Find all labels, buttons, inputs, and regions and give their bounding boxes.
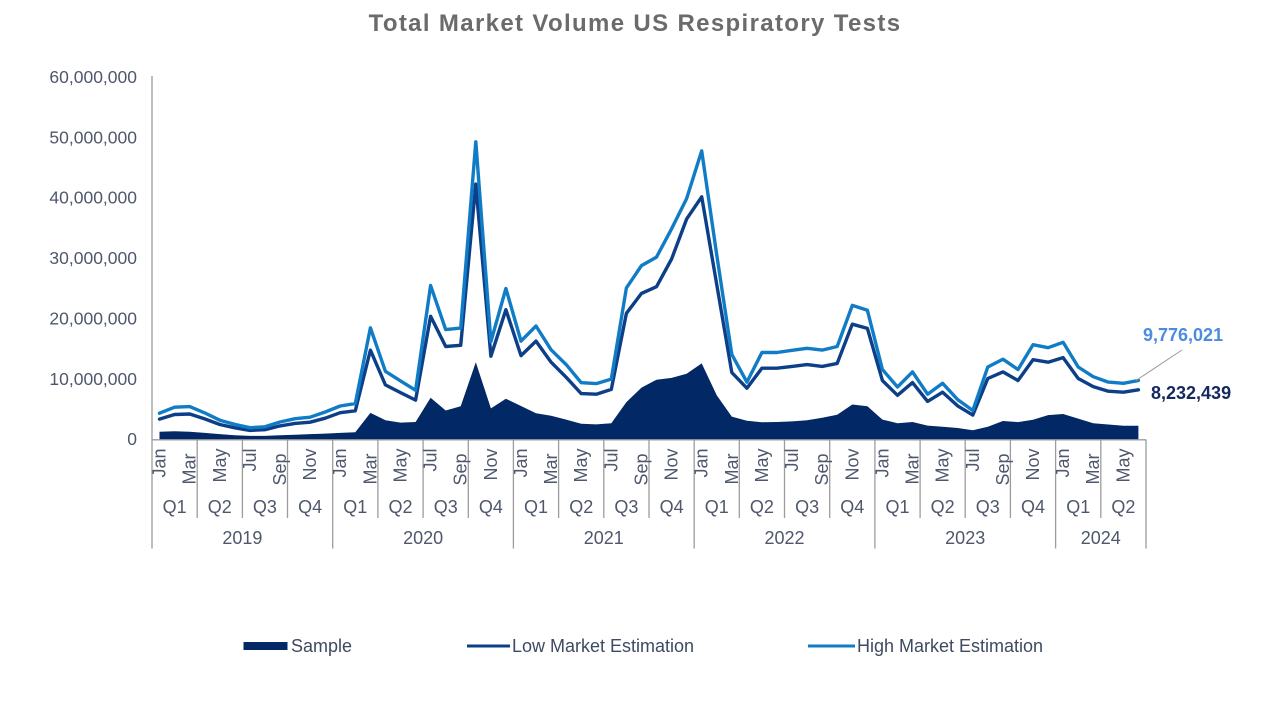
svg-text:Nov: Nov (300, 449, 320, 481)
svg-text:Sep: Sep (993, 454, 1013, 486)
svg-text:Jul: Jul (601, 449, 621, 472)
svg-text:Nov: Nov (1023, 449, 1043, 481)
svg-text:Q3: Q3 (976, 497, 1000, 517)
svg-text:50,000,000: 50,000,000 (49, 127, 137, 147)
svg-text:May: May (391, 449, 411, 483)
svg-text:2020: 2020 (403, 528, 443, 548)
svg-text:Sep: Sep (270, 454, 290, 486)
svg-text:May: May (1113, 449, 1133, 483)
svg-text:Q2: Q2 (931, 497, 955, 517)
svg-text:Q3: Q3 (434, 497, 458, 517)
svg-text:Jan: Jan (1053, 449, 1073, 478)
svg-text:Jul: Jul (240, 449, 260, 472)
svg-text:Jul: Jul (421, 449, 441, 472)
svg-text:Jan: Jan (692, 449, 712, 478)
svg-text:Q2: Q2 (388, 497, 412, 517)
svg-text:Jan: Jan (872, 449, 892, 478)
svg-text:0: 0 (127, 429, 137, 449)
svg-text:Sep: Sep (812, 454, 832, 486)
svg-text:Q2: Q2 (1111, 497, 1135, 517)
svg-text:Low Market Estimation: Low Market Estimation (512, 636, 694, 656)
svg-text:9,776,021: 9,776,021 (1143, 325, 1223, 345)
svg-text:High Market Estimation: High Market Estimation (857, 636, 1043, 656)
svg-text:Jul: Jul (782, 449, 802, 472)
svg-text:Nov: Nov (481, 449, 501, 481)
svg-text:Mar: Mar (541, 453, 561, 484)
svg-text:Mar: Mar (1083, 453, 1103, 484)
svg-text:May: May (571, 449, 591, 483)
svg-text:Total Market Volume US Respira: Total Market Volume US Respiratory Tests (369, 10, 902, 37)
svg-text:Q3: Q3 (795, 497, 819, 517)
svg-text:Q1: Q1 (163, 497, 187, 517)
svg-text:Q2: Q2 (750, 497, 774, 517)
svg-text:60,000,000: 60,000,000 (49, 67, 137, 87)
svg-text:2021: 2021 (584, 528, 624, 548)
svg-text:Q4: Q4 (479, 497, 503, 517)
svg-text:2022: 2022 (764, 528, 804, 548)
svg-text:2024: 2024 (1081, 528, 1121, 548)
svg-text:Jan: Jan (330, 449, 350, 478)
svg-text:Q2: Q2 (208, 497, 232, 517)
svg-text:Q4: Q4 (840, 497, 864, 517)
svg-text:Q2: Q2 (569, 497, 593, 517)
svg-text:Q1: Q1 (705, 497, 729, 517)
svg-text:Q4: Q4 (298, 497, 322, 517)
svg-text:Jan: Jan (511, 449, 531, 478)
svg-text:Sample: Sample (291, 636, 352, 656)
svg-text:Nov: Nov (842, 449, 862, 481)
svg-text:40,000,000: 40,000,000 (49, 188, 137, 208)
svg-text:May: May (933, 449, 953, 483)
svg-text:Mar: Mar (722, 453, 742, 484)
svg-text:Q3: Q3 (614, 497, 638, 517)
svg-text:10,000,000: 10,000,000 (49, 369, 137, 389)
svg-text:30,000,000: 30,000,000 (49, 248, 137, 268)
svg-text:Q1: Q1 (1066, 497, 1090, 517)
svg-text:Q3: Q3 (253, 497, 277, 517)
svg-text:Jul: Jul (963, 449, 983, 472)
svg-text:Mar: Mar (903, 453, 923, 484)
svg-text:Jan: Jan (150, 449, 170, 478)
svg-text:Q1: Q1 (343, 497, 367, 517)
svg-text:May: May (210, 449, 230, 483)
svg-text:2023: 2023 (945, 528, 985, 548)
svg-text:2019: 2019 (222, 528, 262, 548)
svg-text:May: May (752, 449, 772, 483)
svg-text:20,000,000: 20,000,000 (49, 308, 137, 328)
svg-text:Mar: Mar (180, 453, 200, 484)
svg-text:Sep: Sep (451, 454, 471, 486)
svg-text:8,232,439: 8,232,439 (1151, 383, 1231, 403)
svg-text:Q1: Q1 (885, 497, 909, 517)
svg-text:Q1: Q1 (524, 497, 548, 517)
svg-text:Mar: Mar (360, 453, 380, 484)
svg-text:Q4: Q4 (1021, 497, 1045, 517)
svg-text:Sep: Sep (632, 454, 652, 486)
svg-text:Nov: Nov (662, 449, 682, 481)
svg-text:Q4: Q4 (660, 497, 684, 517)
